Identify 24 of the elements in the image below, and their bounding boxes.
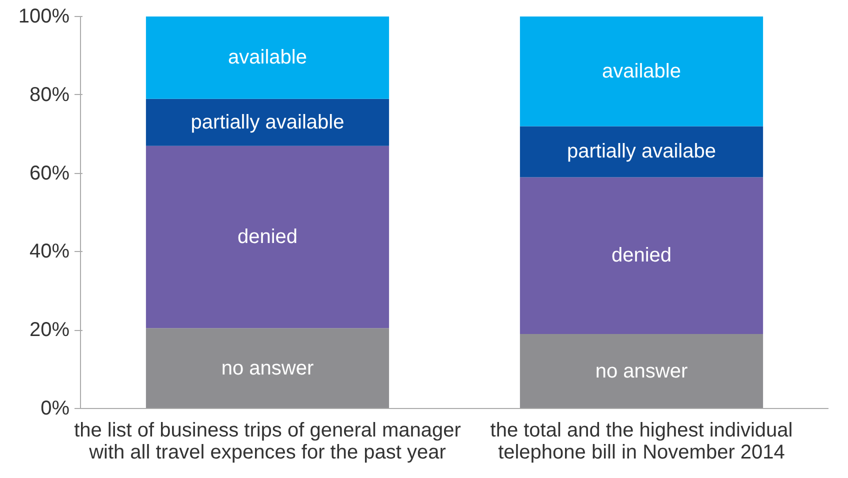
data-label: partially available [190, 111, 344, 134]
y-tick-label: 20% [29, 319, 70, 342]
data-label: available [602, 60, 681, 82]
data-label: denied [237, 226, 298, 248]
y-tick-label: 40% [29, 240, 70, 263]
x-tick-label: the total and the highest individual telephone bill in November 2014 [490, 420, 793, 464]
bar [146, 146, 390, 328]
bar [520, 177, 764, 334]
data-label: no answer [595, 360, 688, 382]
bar [520, 16, 764, 126]
data-label: partially availabe [567, 140, 716, 163]
data-label: denied [611, 244, 672, 267]
y-tick-label: 80% [29, 84, 70, 106]
y-tick-label: 100% [18, 6, 70, 28]
data-label: no answer [221, 357, 314, 380]
data-label: available [228, 46, 307, 69]
y-tick-label: 60% [29, 162, 70, 184]
bar [146, 98, 390, 146]
y-tick-label: 0% [40, 398, 70, 420]
bar [520, 126, 764, 178]
bar [520, 334, 764, 408]
bar [146, 328, 390, 408]
bar [146, 16, 390, 99]
x-tick-label: the list of business trips of general manager with all travel expences for the past year [74, 420, 462, 464]
